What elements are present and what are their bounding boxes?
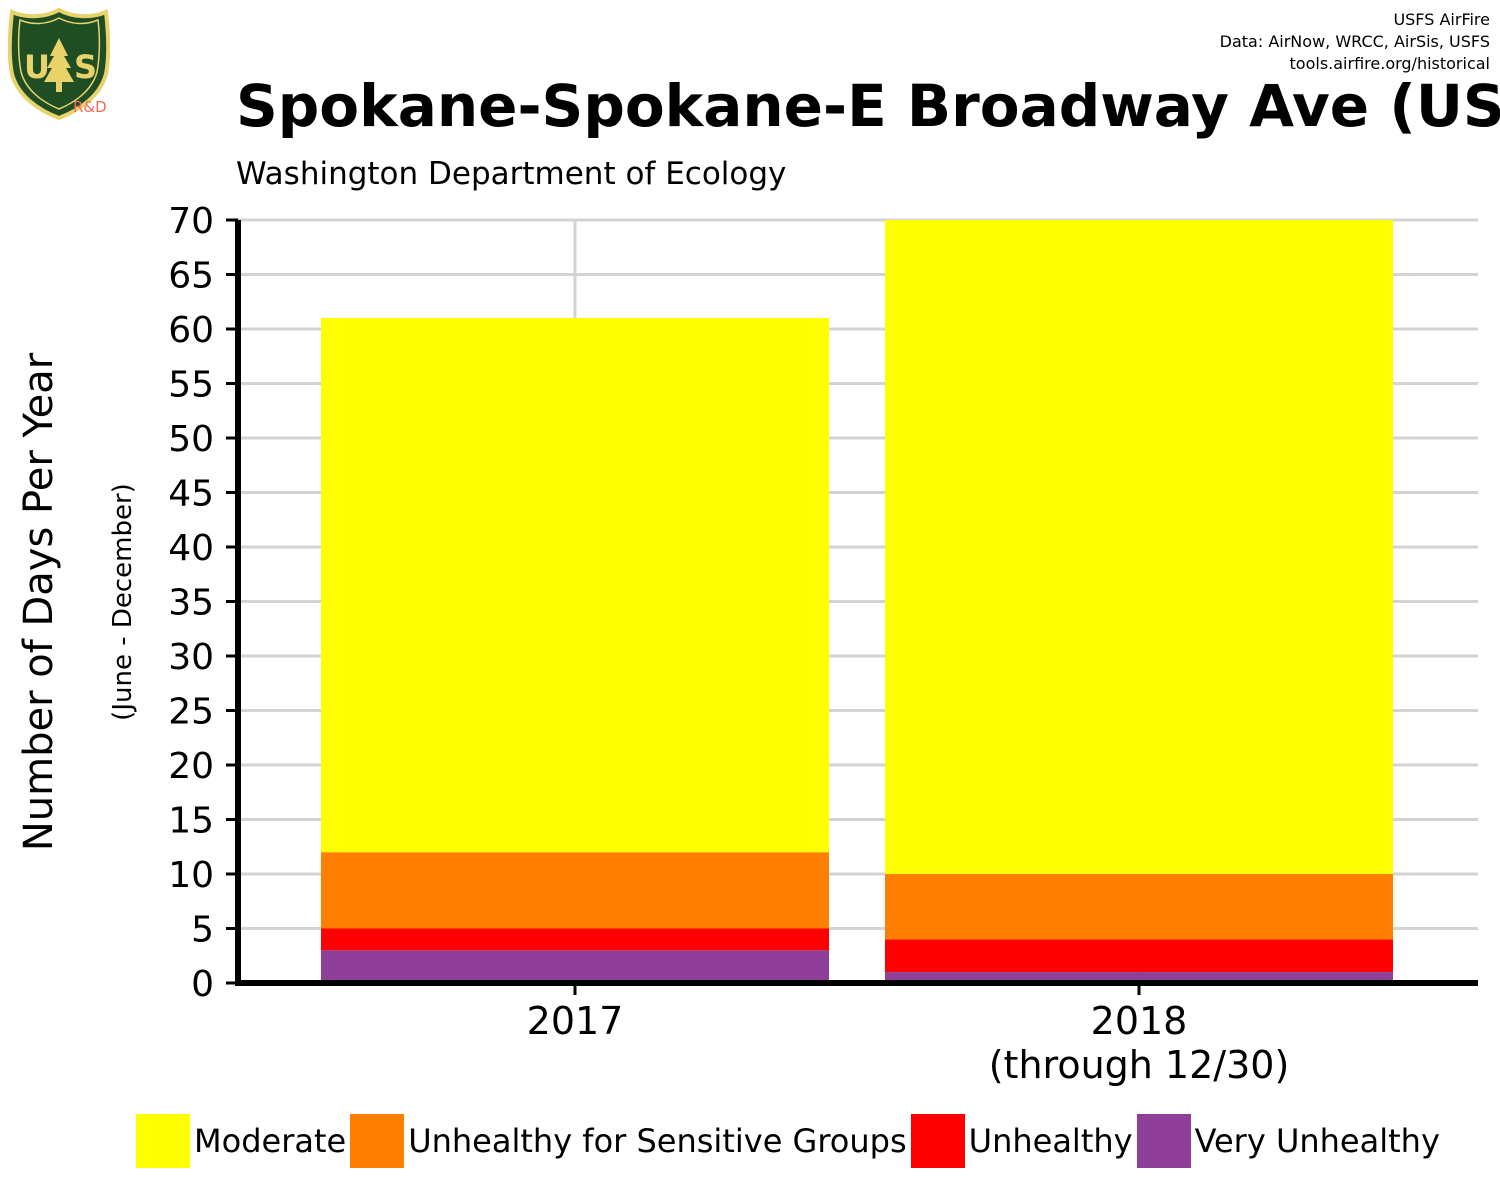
y-tick-label: 65 (168, 256, 214, 297)
legend-item-moderate: Moderate (136, 1114, 350, 1168)
credit-data: Data: AirNow, WRCC, AirSis, USFS (1219, 32, 1490, 51)
credit-source: USFS AirFire (1393, 10, 1490, 29)
legend-swatch-unhealthy (910, 1114, 965, 1168)
bar-2017-unhealthy (321, 928, 829, 951)
shield-icon: U S (7, 7, 111, 121)
y-tick-label: 55 (168, 365, 214, 406)
legend-label-unhealthy: Unhealthy (968, 1122, 1133, 1160)
bars (321, 220, 1393, 983)
chart-title: Spokane-Spokane-E Broadway Ave (US (236, 72, 1500, 140)
y-axis-label: Number of Days Per Year (16, 352, 62, 851)
bar-2018-moderate (885, 220, 1393, 874)
logo-rd-label: R&D (73, 98, 107, 116)
svg-text:S: S (74, 48, 97, 86)
bar-2017-moderate (321, 318, 829, 853)
y-tick-label: 50 (168, 419, 214, 460)
x-tick-label: 2017 (527, 999, 624, 1043)
y-tick-label: 20 (168, 746, 214, 787)
chart-subtitle: Washington Department of Ecology (236, 156, 787, 192)
y-tick-label: 70 (168, 201, 214, 242)
y-tick-label: 40 (168, 528, 214, 569)
legend-label-usg: Unhealthy for Sensitive Groups (408, 1122, 907, 1160)
y-tick-label: 10 (168, 855, 214, 896)
legend-label-very-unhealthy: Very Unhealthy (1194, 1122, 1440, 1160)
legend-item-usg: Unhealthy for Sensitive Groups (350, 1114, 910, 1168)
y-tick-label: 30 (168, 637, 214, 678)
credit-url: tools.airfire.org/historical (1289, 54, 1490, 73)
bar-2018-unhealthy (885, 939, 1393, 973)
legend-label-moderate: Moderate (194, 1122, 347, 1160)
x-ticks: 2017 2018(through 12/30) (527, 983, 1290, 1087)
y-tick-label: 60 (168, 310, 214, 351)
forest-service-logo: U S (7, 7, 111, 121)
x-tick-sublabel: (through 12/30) (989, 1043, 1290, 1087)
legend-item-very-unhealthy: Very Unhealthy (1136, 1114, 1444, 1168)
bar-2018-unhealthy-for-sensitive-groups (885, 874, 1393, 940)
bar-2018-very-unhealthy (885, 972, 1393, 983)
y-tick-label: 25 (168, 692, 214, 733)
bar-2017-very-unhealthy (321, 950, 829, 983)
y-tick-label: 5 (191, 910, 214, 951)
legend-item-unhealthy: Unhealthy (910, 1114, 1137, 1168)
y-tick-label: 15 (168, 801, 214, 842)
y-tick-label: 45 (168, 474, 214, 515)
y-ticks: 0 5 10 15 20 25 30 35 40 45 50 55 60 65 70 (168, 201, 238, 1005)
y-tick-label: 35 (168, 583, 214, 624)
x-tick-label: 2018 (1091, 999, 1188, 1043)
y-tick-label: 0 (191, 964, 214, 1005)
legend-swatch-very-unhealthy (1136, 1114, 1191, 1168)
y-axis-sublabel: (June - December) (108, 483, 138, 721)
bar-2017-unhealthy-for-sensitive-groups (321, 852, 829, 929)
legend-swatch-usg (350, 1114, 405, 1168)
legend-swatch-moderate (136, 1114, 190, 1168)
legend: Moderate Unhealthy for Sensitive Groups … (136, 1113, 1444, 1169)
